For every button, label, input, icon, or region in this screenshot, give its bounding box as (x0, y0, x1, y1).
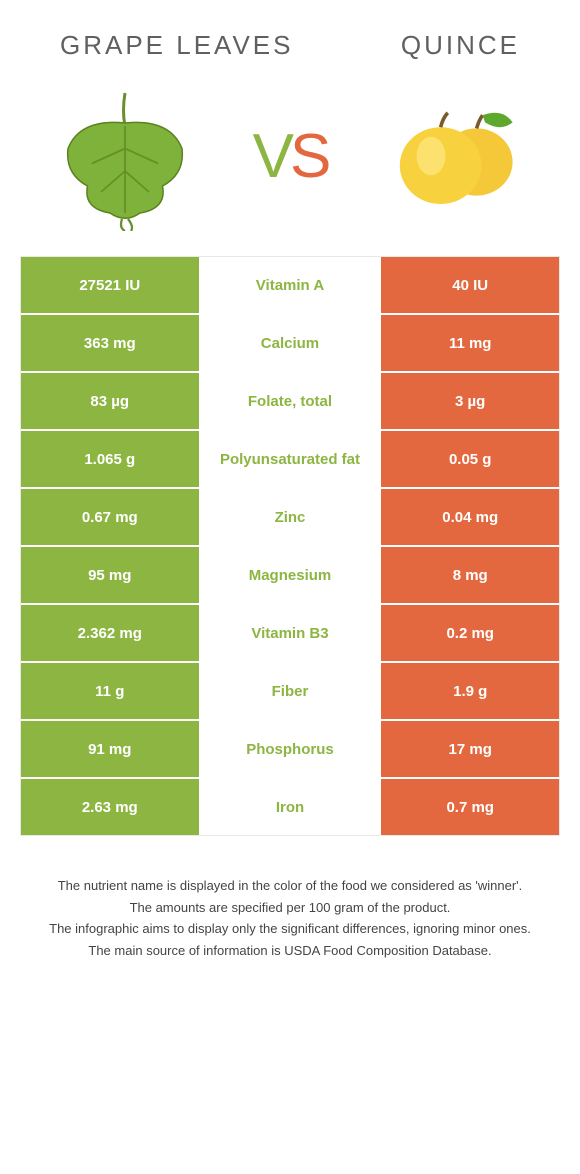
table-row: 11 gFiber1.9 g (21, 663, 559, 721)
value-left: 2.63 mg (21, 779, 199, 835)
food-title-right: QUINCE (401, 30, 520, 61)
nutrient-label: Folate, total (199, 373, 382, 429)
nutrient-label: Vitamin A (199, 257, 382, 313)
value-left: 27521 IU (21, 257, 199, 313)
nutrient-label: Polyunsaturated fat (199, 431, 382, 487)
grape-leaf-icon (45, 81, 205, 231)
nutrient-label: Vitamin B3 (199, 605, 382, 661)
table-row: 1.065 gPolyunsaturated fat0.05 g (21, 431, 559, 489)
nutrient-label: Magnesium (199, 547, 382, 603)
table-row: 363 mgCalcium11 mg (21, 315, 559, 373)
table-row: 2.362 mgVitamin B30.2 mg (21, 605, 559, 663)
nutrient-label: Iron (199, 779, 382, 835)
nutrient-label: Phosphorus (199, 721, 382, 777)
value-left: 1.065 g (21, 431, 199, 487)
vs-label: VS (253, 121, 328, 192)
value-left: 83 µg (21, 373, 199, 429)
table-row: 95 mgMagnesium8 mg (21, 547, 559, 605)
title-row: GRAPE LEAVES QUINCE (20, 20, 560, 81)
value-right: 1.9 g (381, 663, 559, 719)
value-right: 0.05 g (381, 431, 559, 487)
nutrient-label: Fiber (199, 663, 382, 719)
nutrient-table: 27521 IUVitamin A40 IU363 mgCalcium11 mg… (20, 256, 560, 836)
footer-line: The infographic aims to display only the… (40, 919, 540, 939)
nutrient-label: Calcium (199, 315, 382, 371)
table-row: 91 mgPhosphorus17 mg (21, 721, 559, 779)
footer-line: The nutrient name is displayed in the co… (40, 876, 540, 896)
value-left: 363 mg (21, 315, 199, 371)
footer-notes: The nutrient name is displayed in the co… (20, 836, 560, 960)
value-left: 95 mg (21, 547, 199, 603)
footer-line: The main source of information is USDA F… (40, 941, 540, 961)
value-right: 17 mg (381, 721, 559, 777)
table-row: 0.67 mgZinc0.04 mg (21, 489, 559, 547)
value-left: 2.362 mg (21, 605, 199, 661)
value-right: 0.2 mg (381, 605, 559, 661)
images-row: VS (20, 81, 560, 256)
vs-s: S (290, 122, 327, 191)
value-right: 3 µg (381, 373, 559, 429)
table-row: 83 µgFolate, total3 µg (21, 373, 559, 431)
value-left: 11 g (21, 663, 199, 719)
value-right: 11 mg (381, 315, 559, 371)
infographic: GRAPE LEAVES QUINCE VS 2752 (0, 0, 580, 992)
value-right: 0.04 mg (381, 489, 559, 545)
vs-v: V (253, 122, 290, 191)
value-right: 8 mg (381, 547, 559, 603)
value-left: 91 mg (21, 721, 199, 777)
value-right: 40 IU (381, 257, 559, 313)
food-title-left: GRAPE LEAVES (60, 30, 294, 61)
table-row: 2.63 mgIron0.7 mg (21, 779, 559, 835)
nutrient-label: Zinc (199, 489, 382, 545)
table-row: 27521 IUVitamin A40 IU (21, 257, 559, 315)
value-left: 0.67 mg (21, 489, 199, 545)
quince-icon (375, 81, 535, 231)
footer-line: The amounts are specified per 100 gram o… (40, 898, 540, 918)
value-right: 0.7 mg (381, 779, 559, 835)
